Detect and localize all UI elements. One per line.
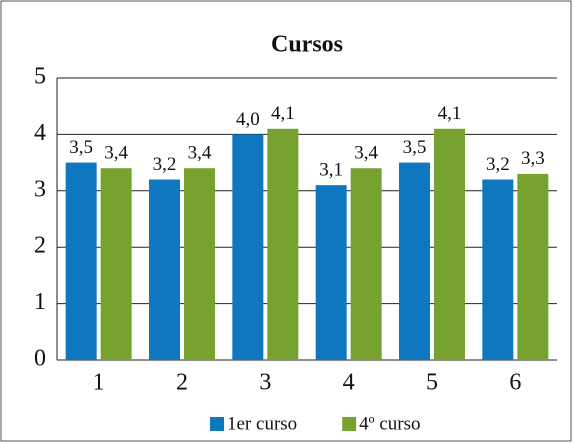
bar: [184, 168, 215, 360]
x-tick-label: 4: [343, 370, 355, 396]
y-tick-label: 0: [34, 346, 46, 372]
bar: [267, 128, 299, 360]
value-label: 4,1: [271, 103, 295, 124]
bar: [434, 128, 465, 360]
x-tick-label: 6: [509, 370, 521, 396]
bar: [517, 173, 549, 360]
legend-label: 4º curso: [359, 413, 420, 434]
value-label: 4,0: [236, 109, 260, 130]
value-label: 3,2: [486, 154, 510, 175]
bar: [100, 168, 132, 360]
x-tick-label: 2: [176, 370, 188, 396]
y-tick-label: 4: [34, 120, 46, 146]
legend-label: 1er curso: [227, 413, 297, 434]
bar: [315, 185, 347, 360]
value-label: 3,2: [153, 154, 177, 175]
x-tick-label: 5: [426, 370, 438, 396]
value-label: 4,1: [438, 103, 462, 124]
bar: [399, 162, 430, 360]
value-label: 3,1: [319, 160, 343, 181]
y-tick-label: 5: [34, 64, 46, 90]
value-label: 3,3: [521, 148, 545, 169]
chart-title: Cursos: [271, 32, 343, 58]
legend-swatch: [210, 417, 224, 431]
legend-swatch: [342, 417, 357, 431]
value-label: 3,4: [354, 143, 378, 164]
bar: [149, 179, 180, 360]
value-label: 3,5: [403, 137, 427, 158]
bar: [65, 162, 97, 360]
bar: [350, 168, 382, 360]
value-label: 3,4: [188, 143, 212, 164]
value-label: 3,4: [104, 143, 128, 164]
x-tick-label: 1: [93, 370, 105, 396]
value-label: 3,5: [69, 137, 93, 158]
y-tick-label: 3: [34, 176, 46, 202]
y-tick-label: 1: [34, 289, 46, 315]
bar: [232, 134, 264, 360]
y-tick-label: 2: [34, 233, 46, 259]
bar: [482, 179, 514, 360]
x-tick-label: 3: [259, 370, 271, 396]
